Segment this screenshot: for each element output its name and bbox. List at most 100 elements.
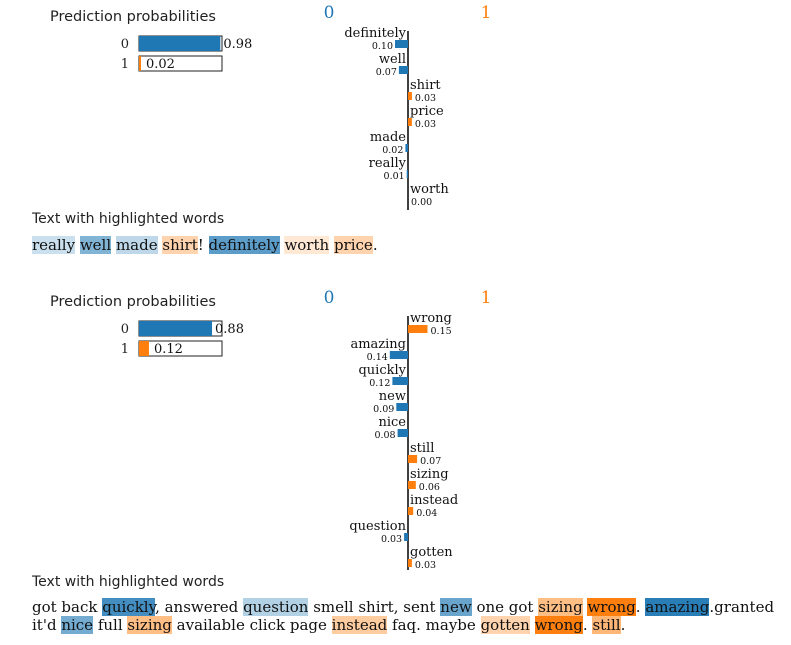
prediction-probabilities-title: Prediction probabilities xyxy=(50,294,216,310)
feature-word-label: wrong xyxy=(410,311,452,326)
explanation-panel-2: Prediction probabilities 0 0.88 1 0.12 0 1 wr… xyxy=(0,285,791,634)
feature-bar xyxy=(408,455,418,463)
highlighted-word: shirt xyxy=(162,236,198,254)
plain-text: available click page xyxy=(171,616,332,634)
feature-word-label: really xyxy=(369,156,407,171)
feature-word-label: instead xyxy=(410,493,458,508)
feature-value-label: 0.01 xyxy=(384,171,405,182)
feature-bar xyxy=(404,533,408,541)
feature-word-label: gotten xyxy=(410,545,453,560)
plain-text: , answered xyxy=(155,598,244,616)
highlighted-word: well xyxy=(79,236,112,254)
prob-value-label: 0.02 xyxy=(146,57,175,72)
highlighted-word: wrong xyxy=(587,598,636,616)
highlighted-word: made xyxy=(115,236,158,254)
feature-value-label: 0.14 xyxy=(367,352,388,363)
highlighted-word: quickly xyxy=(102,598,156,616)
plain-text: ! xyxy=(197,236,209,254)
plain-text: . xyxy=(620,616,626,634)
feature-bar xyxy=(408,481,416,489)
highlighted-word: new xyxy=(440,598,472,616)
prob-bar xyxy=(139,341,149,356)
feature-word-label: worth xyxy=(410,182,449,197)
feature-bar xyxy=(395,40,408,48)
feature-value-label: 0.12 xyxy=(369,378,390,389)
highlighted-word: really xyxy=(32,236,76,254)
feature-value-label: 0.07 xyxy=(376,67,397,78)
highlighted-word: sizing xyxy=(538,598,583,616)
highlighted-word: worth xyxy=(284,236,330,254)
feature-word-label: price xyxy=(410,104,444,119)
plain-text: faq. maybe xyxy=(387,616,481,634)
feature-value-label: 0.07 xyxy=(420,456,441,467)
highlighted-text: really well made shirt! definitely worth… xyxy=(32,236,782,254)
feature-word-label: question xyxy=(349,519,406,534)
feature-bar xyxy=(396,403,408,411)
feature-bar xyxy=(408,507,414,515)
plain-text: full xyxy=(93,616,128,634)
feature-bar xyxy=(408,559,412,567)
feature-bar xyxy=(406,170,408,178)
prediction-probabilities-chart: 0 0.98 1 0.02 xyxy=(121,35,252,72)
highlighted-word: instead xyxy=(331,616,388,634)
highlighted-word: nice xyxy=(61,616,94,634)
class-name-1: 1 xyxy=(481,3,492,23)
highlighted-word: wrong xyxy=(534,616,583,634)
prediction-probabilities-title: Prediction probabilities xyxy=(50,9,216,25)
feature-word-label: new xyxy=(379,389,406,404)
class-name-0: 0 xyxy=(324,3,335,23)
prob-class-label: 0 xyxy=(121,322,129,337)
plain-text: .granted it'd xyxy=(32,598,775,634)
feature-word-label: definitely xyxy=(344,26,406,41)
highlighted-word: price xyxy=(333,236,373,254)
feature-value-label: 0.06 xyxy=(419,482,440,493)
prob-value-label: 0.88 xyxy=(215,322,244,337)
class-name-1: 1 xyxy=(481,288,492,308)
feature-value-label: 0.08 xyxy=(374,430,395,441)
feature-word-label: amazing xyxy=(350,337,406,352)
feature-bar xyxy=(405,144,408,152)
highlighted-word: gotten xyxy=(480,616,530,634)
feature-bar xyxy=(398,66,408,74)
feature-value-label: 0.09 xyxy=(373,404,394,415)
feature-bar xyxy=(392,377,408,385)
feature-value-label: 0.03 xyxy=(381,534,402,545)
highlighted-word: definitely xyxy=(208,236,280,254)
class-name-0: 0 xyxy=(324,288,335,308)
feature-bar xyxy=(389,351,408,359)
prediction-probabilities-chart: 0 0.88 1 0.12 xyxy=(121,320,244,357)
plain-text: . xyxy=(635,598,646,616)
prob-value-label: 0.98 xyxy=(223,37,252,52)
prob-bar xyxy=(139,321,213,336)
feature-value-label: 0.02 xyxy=(382,145,403,156)
plain-text: smell shirt, sent xyxy=(308,598,441,616)
plain-text: . xyxy=(582,616,593,634)
feature-word-label: shirt xyxy=(410,78,441,93)
highlighted-word: sizing xyxy=(127,616,172,634)
plain-text: one got xyxy=(471,598,539,616)
feature-bar xyxy=(408,118,412,126)
feature-word-label: made xyxy=(370,130,406,145)
plain-text: . xyxy=(372,236,378,254)
highlighted-word: question xyxy=(243,598,309,616)
feature-bar xyxy=(397,429,408,437)
prob-class-label: 1 xyxy=(121,342,129,357)
feature-value-label: 0.03 xyxy=(415,93,436,104)
highlighted-text-title: Text with highlighted words xyxy=(32,211,225,227)
prob-bar xyxy=(139,36,221,51)
prob-bar xyxy=(139,56,141,71)
plain-text xyxy=(530,616,535,634)
highlighted-word: amazing xyxy=(645,598,710,616)
explanation-panel-1: Prediction probabilities 0 0.98 1 0.02 0 1 de… xyxy=(0,0,791,290)
feature-value-label: 0.15 xyxy=(431,326,452,337)
feature-value-label: 0.10 xyxy=(372,41,393,52)
feature-value-label: 0.00 xyxy=(411,197,432,208)
feature-word-label: well xyxy=(379,52,406,67)
prob-class-label: 1 xyxy=(121,57,129,72)
feature-word-label: still xyxy=(410,441,434,456)
prob-class-label: 0 xyxy=(121,37,129,52)
feature-value-label: 0.04 xyxy=(416,508,437,519)
highlighted-text-title: Text with highlighted words xyxy=(32,574,225,590)
